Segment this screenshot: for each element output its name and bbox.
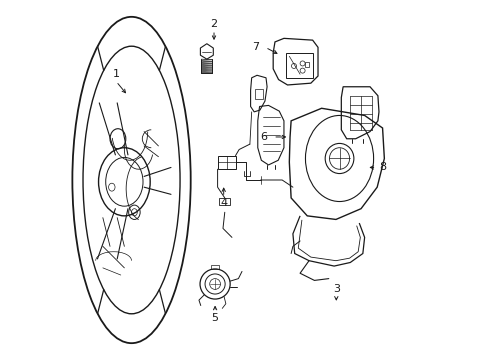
Text: 4: 4 bbox=[220, 198, 227, 208]
Text: 1: 1 bbox=[112, 69, 120, 79]
Bar bbox=[304, 62, 308, 67]
Bar bbox=[210, 265, 219, 269]
Bar bbox=[219, 198, 230, 205]
Text: 5: 5 bbox=[211, 313, 218, 323]
Text: 7: 7 bbox=[251, 42, 258, 52]
Text: 3: 3 bbox=[332, 284, 339, 294]
Text: 8: 8 bbox=[378, 162, 386, 172]
Bar bbox=[285, 53, 312, 78]
Text: 2: 2 bbox=[210, 19, 217, 29]
Bar bbox=[255, 89, 263, 99]
Text: 6: 6 bbox=[260, 132, 267, 142]
